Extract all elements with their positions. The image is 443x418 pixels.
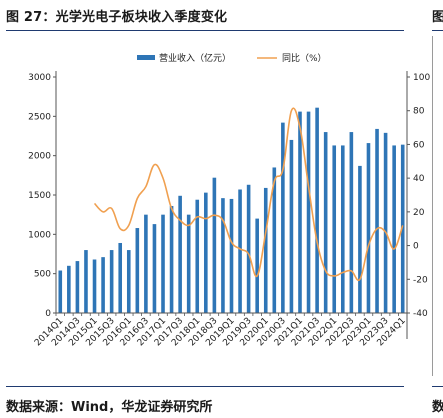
revenue-bar: [323, 132, 328, 313]
revenue-bar: [58, 270, 63, 313]
revenue-bar: [229, 198, 234, 313]
revenue-bar: [281, 122, 285, 313]
source-rule: [6, 386, 404, 387]
left-y-axis: 0 500 1000 1500 2000 2500 3000: [28, 71, 57, 319]
legend-revenue-label: 营业收入（亿元）: [159, 52, 231, 64]
revenue-bar: [366, 143, 371, 313]
right-axis-tick-label: 20: [413, 208, 425, 218]
chart-legend: 营业收入（亿元） 同比（%）: [137, 52, 327, 64]
left-axis-tick-label: 2000: [28, 152, 51, 162]
revenue-bar: [126, 250, 131, 313]
right-axis-tick-label: 0: [413, 242, 419, 252]
revenue-bar: [272, 167, 277, 313]
left-axis-tick-label: 0: [45, 309, 51, 319]
revenue-bar: [92, 259, 97, 313]
right-y-axis: -40 -20 0 20 40 60 80 100: [406, 71, 430, 339]
revenue-bar: [161, 214, 165, 313]
revenue-bar: [255, 218, 259, 313]
figure-title: 图 27：光学光电子板块收入季度变化: [6, 10, 228, 25]
data-source: 数据来源：Wind，华龙证券研究所: [6, 400, 213, 415]
revenue-bar: [315, 107, 319, 314]
revenue-bar: [238, 189, 242, 313]
revenue-bar: [212, 177, 217, 313]
revenue-bar: [135, 228, 140, 313]
right-axis-tick-label: 80: [413, 107, 425, 117]
next-source-fragment: 数: [432, 400, 443, 415]
legend-bar-swatch: [137, 55, 155, 60]
revenue-bar: [118, 242, 123, 313]
revenue-bar: [358, 165, 362, 313]
next-figure-title-fragment: 图: [432, 10, 443, 25]
revenue-bar: [263, 187, 268, 313]
revenue-bar: [400, 144, 405, 313]
revenue-bar: [375, 128, 379, 313]
left-axis-tick-label: 1000: [28, 230, 51, 240]
right-axis-tick-label: 100: [413, 73, 430, 83]
left-axis-tick-label: 2500: [28, 112, 51, 122]
revenue-bar: [178, 195, 182, 313]
revenue-bar: [75, 261, 80, 313]
revenue-bar: [186, 214, 191, 313]
revenue-bar: [84, 250, 88, 313]
next-source-rule: [432, 386, 443, 387]
revenue-bar: [289, 139, 294, 313]
revenue-bar: [109, 250, 114, 313]
title-rule: [6, 30, 404, 31]
left-axis-tick-label: 3000: [28, 73, 51, 83]
yoy-line-path: [93, 107, 404, 282]
revenue-bar: [152, 224, 157, 313]
next-chart-axis-edge: [432, 36, 433, 376]
next-title-rule: [432, 30, 443, 31]
left-axis-tick-label: 1500: [28, 191, 51, 201]
revenue-bar: [169, 206, 174, 313]
revenue-bar: [349, 132, 354, 313]
revenue-bar: [204, 192, 208, 313]
revenue-bars: [58, 107, 405, 314]
revenue-bar: [306, 111, 311, 313]
left-axis-tick-label: 500: [34, 270, 51, 280]
revenue-bar: [144, 214, 148, 313]
yoy-line: [93, 107, 404, 282]
revenue-bar: [340, 145, 345, 313]
revenue-bar: [101, 257, 105, 313]
revenue-bar: [383, 132, 388, 313]
revenue-bar: [332, 145, 337, 313]
revenue-bar: [195, 199, 200, 313]
legend-yoy-label: 同比（%）: [282, 52, 327, 64]
revenue-bar: [67, 265, 71, 313]
right-axis-tick-label: -20: [413, 275, 428, 285]
right-axis-tick-label: 40: [413, 174, 425, 184]
x-axis: 2014Q12014Q32015Q12015Q32016Q12016Q32017…: [33, 312, 408, 348]
revenue-bar: [246, 184, 251, 313]
revenue-bar: [298, 111, 302, 313]
revenue-bar: [221, 198, 225, 313]
right-axis-tick-label: 60: [413, 140, 425, 150]
revenue-bar: [392, 145, 396, 313]
right-axis-tick-label: -40: [413, 309, 428, 319]
